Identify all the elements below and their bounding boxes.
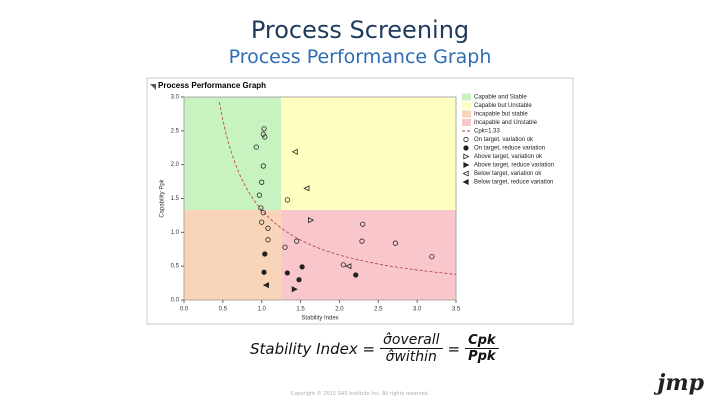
point <box>260 163 266 169</box>
point <box>262 251 268 257</box>
point <box>296 277 302 283</box>
legend-label: Capable and Stable <box>474 95 527 101</box>
y-tick-label: 1.5 <box>171 196 180 202</box>
point <box>291 286 298 293</box>
point <box>256 192 262 198</box>
y-tick-label: 1.0 <box>171 230 180 236</box>
point <box>308 217 315 224</box>
x-tick-label: 2.5 <box>374 307 383 313</box>
point <box>265 225 271 231</box>
point <box>260 131 266 137</box>
footer: Copyright © 2015 SAS Institute Inc. All … <box>290 391 430 397</box>
legend-label: Cpk=1.33 <box>474 129 501 135</box>
x-tick-label: 1.0 <box>258 307 267 313</box>
chart-title: Process Performance Graph <box>158 81 266 90</box>
point <box>260 210 266 216</box>
legend-label: Capable but Unstable <box>474 103 532 109</box>
legend-label: Incapable and Unstable <box>474 120 538 126</box>
legend-swatch <box>462 119 471 126</box>
point <box>299 264 305 270</box>
point <box>265 237 271 243</box>
legend-label: Above target, reduce variation <box>474 163 554 169</box>
legend-label: On target, variation ok <box>474 137 534 143</box>
legend-marker <box>463 145 469 151</box>
point <box>258 205 264 211</box>
point <box>261 269 267 275</box>
y-tick-label: 2.5 <box>171 128 180 134</box>
y-axis-label: Capability Ppk <box>160 178 166 217</box>
legend-marker <box>462 170 469 177</box>
region <box>184 97 282 211</box>
legend-swatch <box>462 110 471 118</box>
point <box>282 244 288 250</box>
legend-label: On target, reduce variation <box>474 146 545 152</box>
y-tick-label: 0.0 <box>171 298 180 304</box>
formula-eq: = <box>447 339 461 358</box>
region <box>281 210 456 300</box>
x-axis-label: Stability Index <box>301 316 338 322</box>
x-tick-label: 1.5 <box>296 307 305 313</box>
x-tick-label: 2.0 <box>335 307 344 313</box>
point <box>340 262 346 268</box>
slide-subtitle: Process Performance Graph <box>228 46 492 68</box>
point <box>360 221 366 227</box>
legend-marker <box>462 178 469 186</box>
x-tick-label: 3.0 <box>413 307 422 313</box>
point <box>253 144 259 150</box>
x-tick-label: 0.0 <box>180 307 189 313</box>
legend-marker <box>463 136 469 143</box>
point <box>284 270 290 276</box>
point <box>284 197 290 203</box>
legend-marker <box>463 161 470 169</box>
point <box>303 185 310 192</box>
legend-marker <box>463 153 470 160</box>
y-tick-label: 0.5 <box>171 264 180 270</box>
point <box>261 126 267 132</box>
formula-numerator: σ̂overall <box>380 332 443 349</box>
x-tick-label: 0.5 <box>219 307 228 313</box>
point <box>294 238 300 244</box>
logo: jmp <box>657 370 704 396</box>
point <box>262 134 268 140</box>
legend-label: Below target, variation ok <box>474 171 542 177</box>
collapse-icon <box>150 84 156 90</box>
legend-label: Below target, reduce variation <box>474 180 553 186</box>
x-tick-label: 3.5 <box>452 307 461 313</box>
region <box>281 97 456 211</box>
legend-label: Incapable but stable <box>474 112 528 118</box>
legend-swatch <box>462 93 471 101</box>
point <box>345 263 352 270</box>
point <box>359 238 365 244</box>
point <box>259 179 265 185</box>
legend-label: Above target, variation ok <box>474 154 543 160</box>
y-tick-label: 3.0 <box>171 95 180 101</box>
point <box>429 254 435 260</box>
slide-title: Process Screening <box>250 16 470 44</box>
formula: Stability Index = σ̂overall σ̂within = Cp… <box>250 332 499 365</box>
formula-denominator: Ppk <box>468 349 496 364</box>
formula-numerator: Cpk <box>465 333 499 349</box>
legend-swatch <box>462 102 471 109</box>
point <box>353 272 359 278</box>
point <box>392 240 398 246</box>
point <box>262 282 269 289</box>
point <box>291 148 298 155</box>
formula-denominator: σ̂within <box>385 349 437 365</box>
point <box>259 219 265 225</box>
formula-lhs: Stability Index = <box>250 339 376 358</box>
y-tick-label: 2.0 <box>171 162 180 168</box>
